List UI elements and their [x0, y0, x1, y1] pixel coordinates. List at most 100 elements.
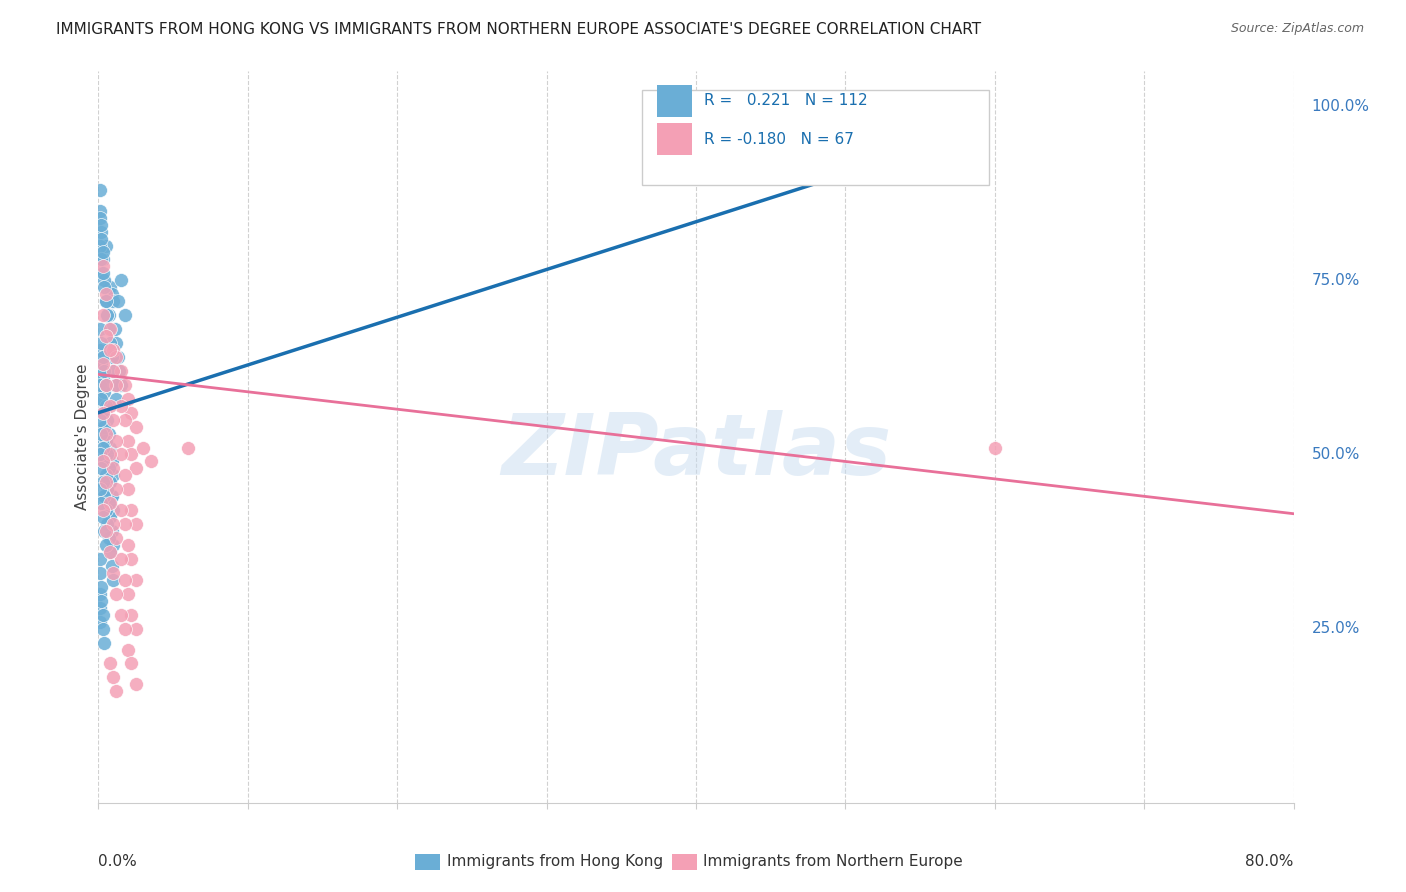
Point: [94, 475, 117, 490]
Point: [97, 322, 120, 336]
Point: [103, 412, 125, 426]
Point: [97, 426, 120, 441]
Text: R = -0.180   N = 67: R = -0.180 N = 67: [704, 131, 855, 146]
Point: [104, 377, 127, 392]
Text: ZIPatlas: ZIPatlas: [501, 410, 891, 493]
Point: [110, 448, 132, 462]
Point: [120, 607, 142, 622]
Point: [98, 322, 122, 336]
Text: 75.0%: 75.0%: [1312, 273, 1360, 288]
Point: [94, 287, 117, 301]
Point: [89, 483, 111, 497]
Point: [94, 434, 117, 448]
Point: [107, 350, 129, 364]
Point: [103, 343, 125, 357]
Point: [114, 517, 136, 532]
Point: [89, 587, 111, 601]
Point: [98, 280, 122, 294]
Point: [114, 308, 136, 322]
Point: [120, 657, 142, 671]
Point: [105, 587, 128, 601]
Point: [110, 273, 132, 287]
Point: [89, 238, 111, 252]
Point: [94, 294, 117, 309]
Point: [90, 426, 112, 441]
Point: [98, 475, 122, 490]
Point: [110, 503, 132, 517]
Point: [103, 503, 125, 517]
Point: [90, 252, 112, 267]
Point: [105, 483, 128, 497]
Point: [93, 280, 115, 294]
Point: [98, 657, 122, 671]
Point: [103, 566, 125, 580]
Text: 80.0%: 80.0%: [1246, 854, 1294, 869]
Point: [114, 412, 136, 426]
Point: [91, 622, 114, 636]
Point: [90, 406, 112, 420]
Point: [139, 454, 162, 468]
FancyBboxPatch shape: [643, 90, 988, 185]
Text: 100.0%: 100.0%: [1312, 99, 1369, 113]
Point: [103, 573, 125, 587]
Point: [89, 392, 111, 406]
Point: [91, 454, 114, 468]
Point: [91, 308, 114, 322]
Point: [93, 434, 115, 448]
Point: [89, 343, 111, 357]
Point: [132, 441, 155, 455]
FancyBboxPatch shape: [657, 85, 692, 118]
Point: [90, 266, 112, 280]
Point: [91, 260, 114, 274]
Point: [97, 308, 120, 322]
Point: [94, 524, 117, 538]
Point: [103, 364, 125, 378]
Point: [114, 468, 136, 483]
Point: [125, 573, 148, 587]
Point: [101, 524, 124, 538]
Point: [96, 483, 118, 497]
Point: [89, 412, 111, 426]
Point: [94, 377, 117, 392]
Point: [105, 377, 128, 392]
Point: [125, 517, 148, 532]
Point: [98, 399, 122, 413]
Point: [90, 496, 112, 510]
Point: [110, 607, 132, 622]
Point: [90, 336, 112, 351]
Point: [105, 434, 128, 448]
Point: [96, 448, 118, 462]
Point: [94, 538, 117, 552]
Point: [120, 406, 142, 420]
Point: [983, 441, 1005, 455]
Point: [96, 517, 118, 532]
Point: [98, 336, 122, 351]
Point: [103, 461, 125, 475]
Point: [91, 441, 114, 455]
Point: [90, 357, 112, 371]
Point: [90, 225, 112, 239]
Point: [120, 448, 142, 462]
Point: [98, 441, 122, 455]
Point: [94, 468, 117, 483]
Point: [96, 448, 118, 462]
Point: [103, 670, 125, 684]
Point: [117, 538, 139, 552]
Point: [91, 475, 114, 490]
Point: [177, 441, 200, 455]
Point: [94, 503, 117, 517]
Text: Source: ZipAtlas.com: Source: ZipAtlas.com: [1230, 22, 1364, 36]
Point: [103, 538, 125, 552]
Point: [101, 558, 124, 573]
Point: [125, 622, 148, 636]
Point: [93, 273, 115, 287]
Point: [93, 524, 115, 538]
Point: [93, 489, 115, 503]
Text: R =   0.221   N = 112: R = 0.221 N = 112: [704, 94, 868, 109]
Point: [91, 406, 114, 420]
Point: [93, 364, 115, 378]
Point: [120, 503, 142, 517]
Text: IMMIGRANTS FROM HONG KONG VS IMMIGRANTS FROM NORTHERN EUROPE ASSOCIATE'S DEGREE : IMMIGRANTS FROM HONG KONG VS IMMIGRANTS …: [56, 22, 981, 37]
Point: [98, 475, 122, 490]
Point: [91, 371, 114, 385]
